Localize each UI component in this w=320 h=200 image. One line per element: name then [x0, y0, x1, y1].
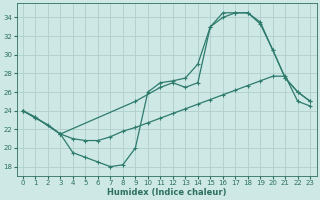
- X-axis label: Humidex (Indice chaleur): Humidex (Indice chaleur): [107, 188, 226, 197]
